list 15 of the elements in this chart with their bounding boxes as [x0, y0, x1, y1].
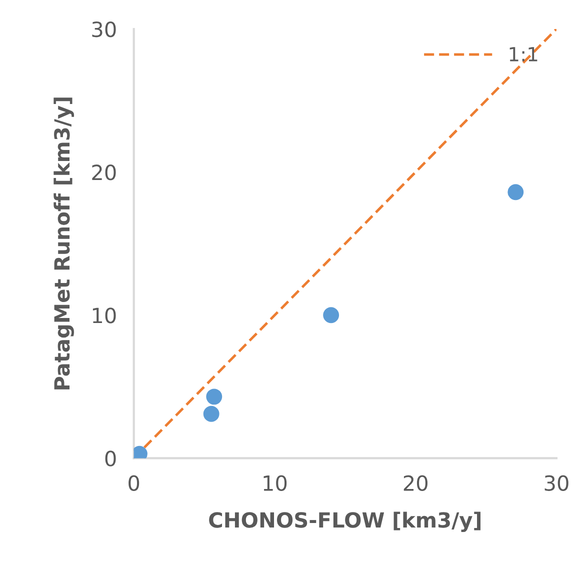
x-tick-label: 0 [128, 475, 140, 491]
point [206, 388, 222, 405]
y-axis-title: PatagMet Runoff [km3/y] [54, 98, 74, 390]
y-tick-label: 10 [92, 308, 116, 324]
point [203, 406, 220, 422]
x-axis-title: CHONOS-FLOW [km3/y] [209, 512, 480, 532]
legend-label: 1:1 [510, 47, 538, 62]
point [508, 184, 524, 200]
y-tick-label: 0 [105, 450, 116, 466]
x-tick-label: 10 [264, 475, 287, 491]
x-tick-label: 30 [544, 475, 568, 491]
x-tick-label: 20 [404, 475, 428, 491]
y-tick-label: 30 [92, 21, 116, 38]
point [323, 307, 340, 324]
y-tick-label: 20 [92, 164, 116, 180]
